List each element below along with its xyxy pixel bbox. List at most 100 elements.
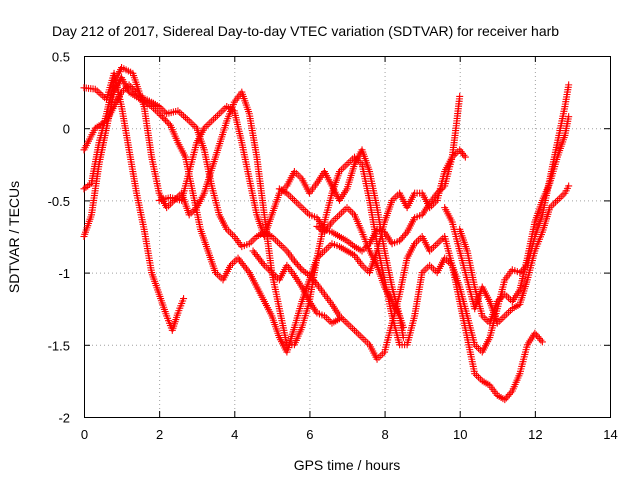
series-trace-10 [313, 204, 407, 331]
y-tick-label: -2 [58, 411, 70, 426]
x-tick-label: 0 [81, 427, 88, 442]
data-markers [80, 64, 573, 404]
data-point [552, 198, 560, 206]
data-point [133, 89, 141, 97]
data-point [302, 207, 310, 215]
data-point [324, 243, 332, 251]
data-point [279, 243, 287, 251]
data-point [160, 115, 168, 123]
data-point [428, 263, 436, 271]
data-point [501, 312, 509, 320]
data-point [206, 119, 214, 127]
data-point [290, 196, 298, 204]
data-point [319, 249, 327, 257]
x-tick-label: 14 [603, 427, 617, 442]
data-point [334, 213, 342, 221]
data-point [354, 330, 362, 338]
data-point [475, 373, 482, 381]
data-point [422, 265, 430, 273]
data-point [300, 205, 308, 213]
data-point [505, 390, 513, 398]
data-point [502, 394, 510, 402]
data-point [557, 193, 565, 201]
data-point [538, 338, 546, 346]
chart-title: Day 212 of 2017, Sidereal Day-to-day VTE… [52, 23, 559, 39]
data-point [362, 337, 370, 345]
data-point [322, 245, 330, 253]
data-point [215, 110, 223, 118]
data-point [130, 86, 138, 94]
y-tick-label: 0 [63, 122, 70, 137]
data-point [128, 84, 136, 92]
x-tick-label: 6 [306, 427, 313, 442]
data-point [272, 236, 280, 244]
data-point [565, 113, 573, 121]
data-point [352, 328, 360, 336]
data-point [339, 207, 347, 215]
data-point [503, 292, 511, 300]
data-point [230, 258, 238, 266]
x-tick-label: 4 [231, 427, 238, 442]
data-point [360, 263, 368, 271]
data-point [311, 278, 319, 286]
data-point [155, 110, 163, 118]
data-point [377, 352, 385, 360]
data-point [437, 236, 445, 244]
data-point [330, 216, 338, 224]
data-point [358, 334, 366, 342]
data-point [157, 111, 165, 119]
data-point [295, 262, 303, 270]
data-point [505, 308, 513, 316]
data-point [289, 195, 297, 203]
axis-ticks [84, 56, 611, 418]
x-axis-label: GPS time / hours [294, 457, 401, 473]
y-tick-label: -1.5 [48, 338, 70, 353]
data-point [292, 198, 300, 206]
x-tick-label: 12 [528, 427, 542, 442]
data-point [307, 273, 315, 281]
data-point [497, 294, 505, 302]
data-point [345, 321, 353, 329]
data-point [343, 319, 351, 327]
data-point [183, 115, 191, 123]
data-point [180, 295, 188, 303]
data-point [153, 108, 161, 116]
data-point [210, 115, 218, 123]
data-point [337, 209, 345, 217]
series-trace-2 [80, 64, 546, 404]
data-point [431, 242, 439, 250]
data-point [507, 389, 515, 397]
data-point [292, 259, 300, 267]
data-point [456, 92, 464, 100]
data-point [281, 245, 289, 253]
data-point [326, 242, 334, 250]
data-point [162, 116, 170, 124]
data-point [125, 81, 133, 89]
y-tick-labels: 0.5 0 -0.5 -1 -1.5 -2 [48, 50, 70, 426]
data-point [290, 257, 298, 265]
x-tick-label: 10 [453, 427, 467, 442]
data-point [435, 187, 443, 195]
data-point [294, 200, 302, 208]
data-point [208, 117, 216, 125]
data-point [178, 110, 186, 118]
data-point [185, 117, 193, 125]
data-point [165, 120, 173, 128]
data-point [437, 186, 445, 194]
data-point [249, 236, 257, 244]
data-point [499, 314, 507, 322]
series-trace-7 [275, 92, 464, 255]
data-point [550, 200, 558, 208]
data-point [181, 114, 189, 122]
data-point [189, 121, 197, 129]
data-point [204, 121, 212, 129]
data-point [461, 153, 469, 161]
series-trace-5 [155, 103, 407, 342]
data-point [402, 230, 410, 238]
data-point [308, 275, 316, 283]
data-point [531, 329, 539, 337]
data-point [565, 182, 573, 190]
data-point [356, 332, 364, 340]
data-point [298, 204, 306, 212]
data-point [310, 277, 318, 285]
